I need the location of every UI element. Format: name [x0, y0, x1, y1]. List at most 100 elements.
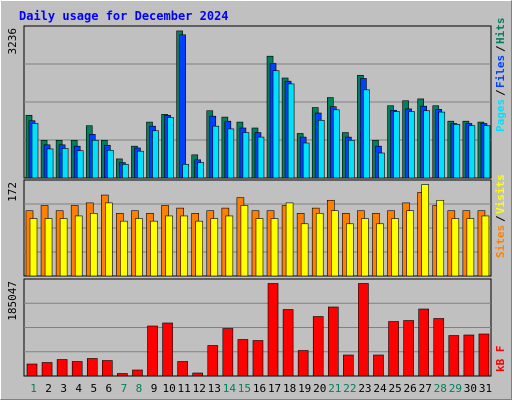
bar-kb-f-day-18: [282, 309, 294, 377]
bar-sites-day-27: [421, 184, 429, 277]
bar-sites-day-30: [466, 218, 475, 277]
bar-sites-day-21: [330, 210, 339, 277]
bar-kb-f-day-15: [237, 339, 249, 377]
x-tick-label-day-27: 27: [419, 382, 432, 395]
bar-kb-f-day-26: [403, 320, 414, 377]
bar-kb-f-day-5: [86, 358, 98, 377]
bar-kb-f-day-12: [192, 372, 204, 377]
bar-sites-day-23: [361, 218, 369, 277]
bar-pages-day-9: [152, 130, 159, 179]
x-tick-label-day-5: 5: [90, 382, 97, 395]
bar-pages-day-16: [257, 136, 265, 179]
bar-kb-f-day-3: [56, 359, 68, 377]
bar-sites-day-4: [74, 215, 83, 277]
legend-item-3: Visits: [494, 174, 507, 214]
bar-sites-day-13: [210, 218, 219, 277]
x-tick-label-day-10: 10: [162, 382, 175, 395]
bar-pages-day-31: [483, 125, 491, 179]
bar-sites-day-2: [44, 218, 53, 277]
x-tick-label-day-31: 31: [479, 382, 492, 395]
x-tick-label-day-20: 20: [313, 382, 326, 395]
bar-sites-day-25: [391, 218, 399, 277]
x-tick-label-day-6: 6: [106, 382, 113, 395]
bar-sites-day-11: [180, 215, 188, 277]
y-axis-max-label: 3236: [6, 28, 19, 55]
legend-item-1: Pages: [494, 99, 507, 132]
bar-pages-day-26: [408, 111, 415, 179]
legend-item-5: Hits: [494, 18, 507, 45]
x-tick-label-day-25: 25: [388, 382, 401, 395]
bar-pages-day-12: [197, 162, 205, 179]
legend-item-4: /: [494, 45, 507, 52]
x-tick-label-day-17: 17: [268, 382, 281, 395]
bar-kb-f-day-11: [177, 361, 188, 377]
bar-pages-day-20: [317, 119, 325, 179]
bar-pages-day-25: [393, 111, 400, 179]
x-tick-label-day-8: 8: [136, 382, 143, 395]
bar-pages-day-1: [31, 123, 39, 179]
bar-sites-day-15: [240, 205, 249, 277]
bar-pages-day-5: [91, 139, 99, 179]
bar-sites-day-7: [120, 220, 128, 277]
bar-pages-day-11: [182, 164, 189, 179]
bar-pages-day-10: [167, 117, 174, 179]
bar-pages-day-17: [272, 70, 280, 179]
bar-pages-day-2: [46, 148, 54, 179]
bar-pages-day-3: [61, 148, 69, 179]
bar-kb-f-day-20: [312, 316, 324, 377]
legend-item-3: Files: [494, 55, 507, 88]
bar-kb-f-day-21: [327, 306, 339, 377]
bar-sites-day-12: [195, 220, 204, 277]
bar-sites-day-29: [451, 218, 460, 277]
x-tick-label-day-23: 23: [358, 382, 371, 395]
bar-pages-day-30: [468, 125, 476, 179]
bar-sites-day-31: [481, 215, 490, 277]
legend-item-2: /: [494, 215, 507, 222]
bar-sites-day-18: [285, 202, 294, 277]
bar-sites-day-14: [225, 215, 234, 277]
bar-sites-day-9: [150, 220, 158, 277]
bar-sites-day-19: [300, 223, 309, 277]
bar-pages-day-22: [348, 139, 355, 179]
bar-sites-day-1: [29, 218, 38, 277]
bar-pages-day-18: [287, 83, 295, 179]
x-tick-label-day-7: 7: [121, 382, 128, 395]
bar-sites-day-10: [165, 215, 173, 277]
y-axis-max-label: 185047: [6, 281, 19, 321]
bar-kb-f-day-16: [252, 340, 264, 377]
bar-kb-f-day-24: [373, 354, 384, 377]
bar-kb-f-day-8: [132, 369, 143, 377]
bar-sites-day-6: [105, 202, 113, 277]
x-tick-label-day-13: 13: [208, 382, 221, 395]
bar-pages-day-27: [423, 110, 430, 179]
bar-kb-f-day-22: [343, 354, 354, 377]
x-tick-label-day-26: 26: [404, 382, 417, 395]
bar-kb-f-day-31: [478, 333, 490, 377]
bar-pages-day-4: [76, 150, 84, 179]
bar-sites-day-26: [406, 210, 414, 277]
bar-pages-day-28: [438, 111, 446, 179]
bar-sites-day-20: [315, 213, 324, 277]
bar-sites-day-3: [59, 218, 68, 277]
bar-pages-day-8: [137, 150, 144, 179]
chart-title: Daily usage for December 2024: [19, 9, 229, 23]
x-tick-label-day-4: 4: [75, 382, 82, 395]
x-tick-label-day-3: 3: [60, 382, 67, 395]
bar-kb-f-day-13: [207, 345, 219, 377]
bar-pages-day-7: [122, 164, 129, 179]
x-tick-label-day-24: 24: [373, 382, 387, 395]
legend-item-2: /: [494, 89, 507, 96]
x-tick-label-day-19: 19: [298, 382, 311, 395]
bar-kb-f-day-7: [117, 373, 128, 377]
bar-pages-day-6: [107, 149, 114, 179]
x-tick-label-day-22: 22: [343, 382, 356, 395]
x-tick-label-day-29: 29: [449, 382, 462, 395]
x-tick-label-day-11: 11: [178, 382, 191, 395]
bar-kb-f-day-19: [297, 350, 309, 377]
bar-sites-day-5: [89, 213, 98, 277]
x-tick-label-day-30: 30: [464, 382, 477, 395]
y-axis-max-label: 172: [6, 182, 19, 202]
bar-pages-day-21: [332, 109, 340, 179]
